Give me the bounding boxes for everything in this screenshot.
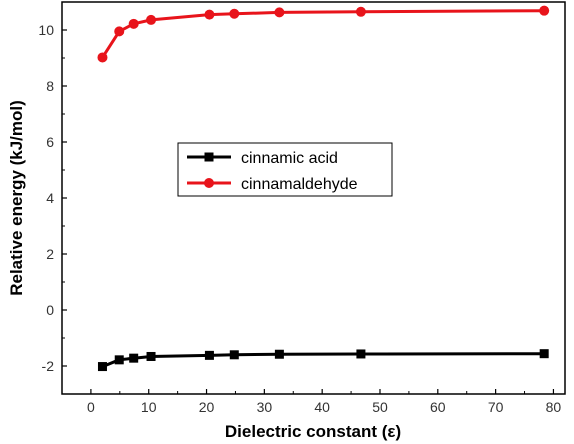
y-axis-label: Relative energy (kJ/mol) (7, 100, 26, 296)
x-tick-label: 40 (314, 399, 330, 415)
data-point (355, 6, 366, 17)
data-point (229, 350, 239, 360)
data-point (356, 349, 366, 359)
data-point (128, 18, 139, 29)
x-tick-label: 80 (546, 399, 562, 415)
legend-label-cinnamic-acid: cinnamic acid (241, 150, 338, 167)
data-point (204, 9, 215, 20)
x-axis-label: Dielectric constant (ε) (225, 422, 401, 441)
data-point (539, 349, 549, 359)
y-tick-label: 6 (46, 134, 54, 150)
y-axis: -2 0 2 4 6 8 10 (38, 1, 67, 395)
legend-label-cinnamaldehyde: cinnamaldehyde (241, 176, 358, 193)
y-tick-label: 2 (46, 246, 54, 262)
x-tick-label: 70 (488, 399, 504, 415)
x-tick-label: 0 (87, 399, 95, 415)
y-tick-label: 0 (46, 302, 54, 318)
x-tick-label: 50 (372, 399, 388, 415)
y-tick-label: 4 (46, 190, 54, 206)
series-layer (97, 5, 550, 372)
data-point (146, 351, 156, 361)
data-point (114, 26, 125, 37)
data-point (274, 349, 284, 359)
legend-box (177, 142, 393, 197)
legend: cinnamic acid cinnamaldehyde (177, 142, 393, 197)
y-tick-label: 8 (46, 78, 54, 94)
legend-marker-cinnamaldehyde (204, 178, 214, 188)
data-point (146, 14, 157, 25)
x-tick-label: 10 (141, 399, 157, 415)
data-point (229, 8, 240, 19)
data-point (539, 5, 550, 16)
y-tick-label: 10 (38, 22, 54, 38)
data-point (114, 355, 124, 365)
data-point (97, 52, 108, 63)
data-point (129, 353, 139, 363)
data-point (274, 7, 285, 18)
x-tick-label: 30 (257, 399, 273, 415)
x-tick-label: 60 (430, 399, 446, 415)
data-point (97, 362, 107, 372)
plot-area (61, 1, 566, 395)
y-tick-label: -2 (42, 358, 55, 374)
data-point (204, 350, 214, 360)
legend-marker-cinnamic-acid (204, 152, 214, 162)
x-tick-label: 20 (199, 399, 215, 415)
x-axis: 0 10 20 30 40 50 60 70 80 (87, 389, 561, 415)
